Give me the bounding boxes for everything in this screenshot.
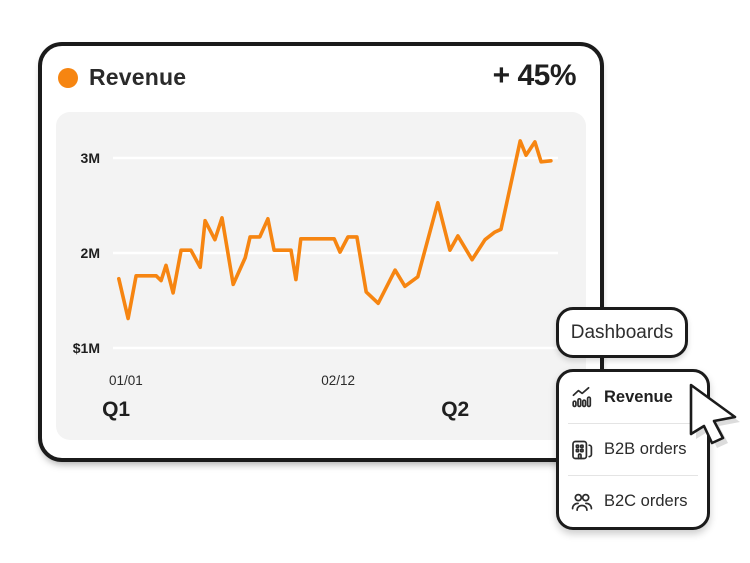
y-axis-label-3m: 3M [80,150,100,166]
change-percentage: + 45% [492,59,577,92]
revenue-card: Revenue + 45% 3M 2M $1M 01/01 02/12 Q1 Q… [38,42,604,462]
chart-panel: 3M 2M $1M 01/01 02/12 Q1 Q2 [56,112,586,440]
y-axis-label-2m: 2M [80,245,100,261]
revenue-dot-icon [58,68,78,88]
x-axis-tick-0212: 02/12 [321,373,356,388]
y-axis-label-1m: $1M [72,340,100,356]
revenue-line [116,139,553,321]
menu-label-b2c-orders: B2C orders [604,492,688,511]
menu-divider [568,422,698,425]
building-icon [570,438,594,462]
menu-item-revenue[interactable]: Revenue [559,372,707,423]
menu-divider [568,474,698,477]
x-axis-tick-0101: 01/01 [108,373,143,388]
dashboards-dropdown-trigger[interactable]: Dashboards [556,307,688,358]
revenue-line-chart [113,139,558,350]
people-icon [570,490,594,514]
mouse-cursor-icon [689,383,740,448]
dashboards-label: Dashboards [570,321,674,343]
dashboards-menu: Revenue B2B orders [556,369,710,530]
menu-item-b2b-orders[interactable]: B2B orders [559,424,707,475]
quarter-label-q2: Q2 [441,398,470,421]
menu-label-b2b-orders: B2B orders [604,440,687,458]
menu-label-revenue: Revenue [604,387,673,406]
card-title: Revenue [89,64,187,90]
menu-item-b2c-orders[interactable]: B2C orders [559,476,707,527]
quarter-label-q1: Q1 [102,398,131,421]
line-chart-icon [570,385,594,409]
